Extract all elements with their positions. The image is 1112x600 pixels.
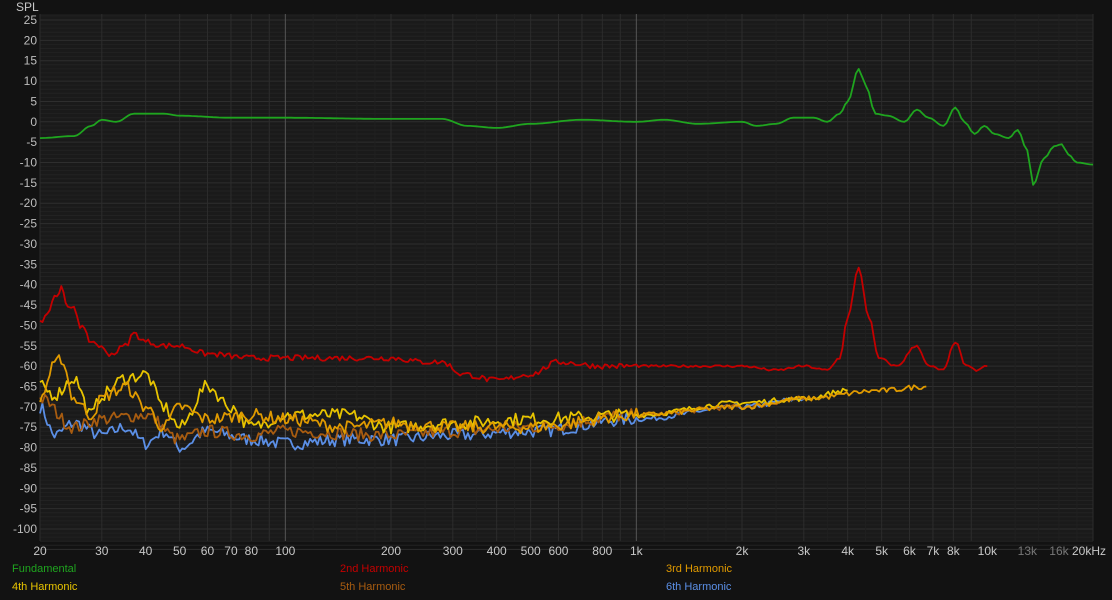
x-tick-label: 4k xyxy=(841,544,855,558)
y-tick-label: 25 xyxy=(24,13,38,27)
x-tick-label: 5k xyxy=(875,544,889,558)
legend-item-6th-harmonic[interactable]: 6th Harmonic xyxy=(666,581,732,593)
x-tick-label: 16k xyxy=(1049,544,1069,558)
y-tick-label: 0 xyxy=(30,115,37,129)
series-lines xyxy=(39,68,1094,453)
x-tick-label: 70 xyxy=(224,544,238,558)
y-tick-label: -5 xyxy=(26,135,37,149)
x-tick-label: 40 xyxy=(139,544,153,558)
x-tick-label: 600 xyxy=(548,544,568,558)
x-tick-label: 13k xyxy=(1018,544,1038,558)
y-tick-label: -55 xyxy=(20,339,38,353)
y-tick-label: -50 xyxy=(20,318,38,332)
y-tick-label: -65 xyxy=(20,379,38,393)
legend-item-3rd-harmonic[interactable]: 3rd Harmonic xyxy=(666,563,733,575)
y-tick-label: -30 xyxy=(20,237,38,251)
y-tick-label: -85 xyxy=(20,461,38,475)
y-tick-label: -20 xyxy=(20,196,38,210)
legend-item-5th-harmonic[interactable]: 5th Harmonic xyxy=(340,581,406,593)
x-tick-label: 7k xyxy=(927,544,941,558)
x-tick-label: 20kHz xyxy=(1072,544,1106,558)
y-tick-label: -80 xyxy=(20,441,38,455)
x-tick-label: 80 xyxy=(245,544,259,558)
y-tick-label: -15 xyxy=(20,176,38,190)
y-axis-label: SPL xyxy=(16,0,39,14)
y-tick-label: -25 xyxy=(20,217,38,231)
y-axis-ticks: 25 20 15 10 5 0 -5 -10 -15 -20 -25 -30 -35 -40 -45 -50 -… xyxy=(13,13,37,536)
y-tick-label: 20 xyxy=(24,33,38,47)
y-tick-label: -70 xyxy=(20,400,38,414)
x-tick-label: 100 xyxy=(275,544,295,558)
x-tick-label: 30 xyxy=(95,544,109,558)
y-tick-label: -45 xyxy=(20,298,38,312)
y-tick-label: 15 xyxy=(24,54,38,68)
y-tick-label: 5 xyxy=(30,94,37,108)
legend-item-fundamental[interactable]: Fundamental xyxy=(12,563,77,575)
y-tick-label: -100 xyxy=(13,522,37,536)
series-line-2nd-harmonic xyxy=(39,266,988,383)
y-tick-label: -10 xyxy=(20,156,38,170)
grid xyxy=(39,14,1094,550)
series-line-3rd-harmonic xyxy=(39,354,927,435)
x-tick-label: 50 xyxy=(173,544,187,558)
x-tick-label: 300 xyxy=(443,544,463,558)
legend-item-2nd-harmonic[interactable]: 2nd Harmonic xyxy=(340,563,409,575)
y-tick-label: -40 xyxy=(20,278,38,292)
x-tick-label: 400 xyxy=(487,544,507,558)
x-tick-label: 3k xyxy=(797,544,811,558)
y-tick-label: -35 xyxy=(20,257,38,271)
x-axis-ticks: 20 30 40 50 60 70 80 100 200 300 400 500 600 800 1k 2k 3… xyxy=(33,544,1106,558)
series-line-fundamental xyxy=(39,68,1094,186)
y-tick-label: -75 xyxy=(20,420,38,434)
y-tick-label: -90 xyxy=(20,481,38,495)
x-tick-label: 200 xyxy=(381,544,401,558)
x-tick-label: 6k xyxy=(903,544,917,558)
x-tick-label: 800 xyxy=(592,544,612,558)
x-tick-label: 1k xyxy=(630,544,644,558)
y-tick-label: -95 xyxy=(20,502,38,516)
x-tick-label: 20 xyxy=(33,544,47,558)
x-tick-label: 8k xyxy=(947,544,961,558)
x-tick-label: 500 xyxy=(521,544,541,558)
x-tick-label: 10k xyxy=(978,544,998,558)
y-tick-label: 10 xyxy=(24,74,38,88)
x-tick-label: 60 xyxy=(201,544,215,558)
legend-item-4th-harmonic[interactable]: 4th Harmonic xyxy=(12,581,78,593)
y-tick-label: -60 xyxy=(20,359,38,373)
x-tick-label: 2k xyxy=(736,544,750,558)
